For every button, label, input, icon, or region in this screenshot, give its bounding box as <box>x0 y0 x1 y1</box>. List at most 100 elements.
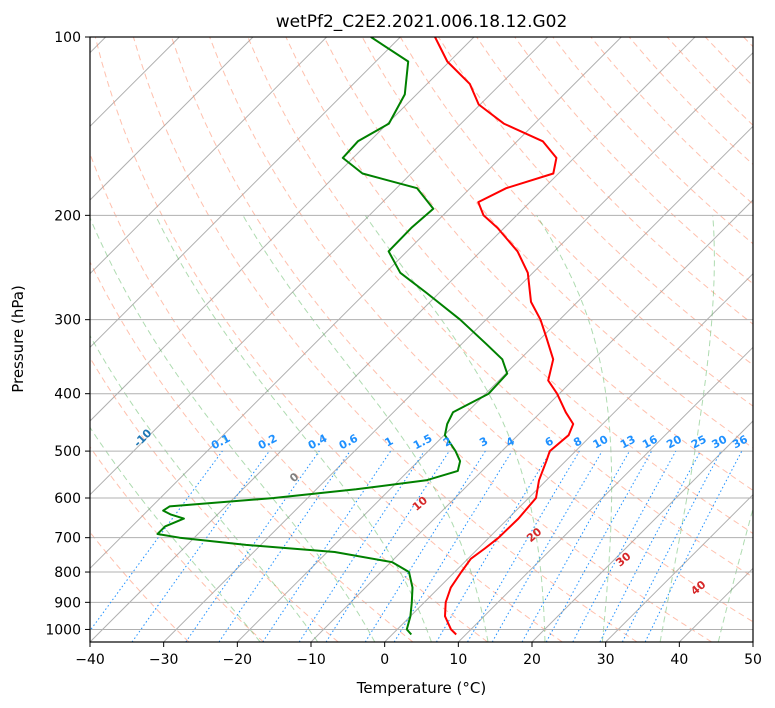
isotherm-line <box>236 125 753 642</box>
x-tick-label: 50 <box>744 652 762 668</box>
dry-adiabat-line <box>323 37 753 491</box>
profile-series <box>156 37 575 636</box>
moist-adiabat-line <box>90 334 319 642</box>
dry-adiabat-line <box>590 37 753 205</box>
mixing-ratio-line <box>599 450 701 642</box>
mixing-ratio-line <box>218 450 351 642</box>
temperature-profile-line <box>434 37 575 636</box>
isotherm-line <box>90 37 401 349</box>
mixing-ratio-label: 16 <box>640 433 660 452</box>
isotherm-line <box>90 37 549 496</box>
x-tick-label: −40 <box>75 652 105 668</box>
dry-adiabat-line <box>514 37 753 285</box>
y-tick-label: 300 <box>54 313 81 329</box>
isotherm-line <box>605 493 753 642</box>
mixing-ratio-line <box>435 450 552 642</box>
chart-title: wetPf2_C2E2.2021.006.18.12.G02 <box>276 12 568 32</box>
x-tick-label: −30 <box>149 652 179 668</box>
mixing-ratio-label: 30 <box>710 433 730 452</box>
y-tick-label: 200 <box>54 208 81 224</box>
x-tick-label: 0 <box>380 652 389 668</box>
moist-adiabat-line <box>242 215 489 642</box>
dry-adiabat-line <box>704 37 753 87</box>
y-tick-label: 1000 <box>45 622 81 638</box>
pressure-gridlines <box>90 37 753 630</box>
mixing-ratio-label: 3 <box>477 434 490 449</box>
mixing-ratio-label: 0.1 <box>209 432 232 453</box>
dry-adiabat-line <box>476 37 753 325</box>
isotherm-line <box>531 420 753 642</box>
isotherm-line <box>457 346 753 642</box>
y-tick-label: 400 <box>54 387 81 403</box>
moist-adiabat-label: 20 <box>524 525 544 545</box>
y-tick-label: 600 <box>54 491 81 507</box>
mixing-ratio-line <box>262 450 392 642</box>
moist-adiabat-label: 30 <box>614 549 634 569</box>
y-tick-label: 100 <box>54 30 81 46</box>
y-tick-label: 700 <box>54 531 81 547</box>
background-lines <box>90 37 753 642</box>
mixing-ratio-label: 10 <box>591 433 611 452</box>
dewpoint-profile-line <box>156 37 509 636</box>
dry-adiabat-line <box>94 37 563 642</box>
isotherm-line <box>90 37 328 275</box>
x-tick-label: 40 <box>670 652 688 668</box>
moist-adiabat-line <box>364 215 546 642</box>
moist-adiabat-label: 40 <box>688 578 708 598</box>
mixing-ratio-label: 20 <box>664 433 684 452</box>
x-tick-label: 30 <box>597 652 615 668</box>
mixing-ratio-label: 1.5 <box>411 432 434 453</box>
isotherm-line <box>90 37 254 201</box>
dry-adiabat-line <box>285 37 753 535</box>
mixing-ratio-line <box>572 450 677 642</box>
dry-adiabat-line <box>132 37 638 642</box>
dry-adiabat-line <box>90 260 414 642</box>
dry-adiabat-line <box>90 152 488 642</box>
y-tick-label: 500 <box>54 444 81 460</box>
moist-adiabat-line <box>90 426 261 642</box>
y-axis-label: Pressure (hPa) <box>9 285 27 393</box>
y-tick-label: 800 <box>54 565 81 581</box>
moist-adiabat-label: 0 <box>287 470 301 485</box>
mixing-ratio-label: 0.4 <box>306 432 330 453</box>
mixing-ratio-line <box>131 450 270 642</box>
mixing-ratio-line <box>521 450 630 642</box>
moist-adiabat-line <box>90 216 376 642</box>
mixing-ratio-label: 1 <box>383 434 396 449</box>
isotherm-line <box>752 641 753 642</box>
mixing-ratio-line <box>298 450 425 642</box>
dry-adiabat-line <box>90 446 264 642</box>
mixing-ratio-lines <box>90 450 743 642</box>
isotherm-line <box>163 51 753 642</box>
y-axis-ticks: 100 200 300 400 500 600 700 800 900 1000 <box>45 30 90 638</box>
mixing-ratio-label: 0.2 <box>256 432 279 453</box>
dry-adiabat-line <box>90 356 339 642</box>
dry-adiabat-line <box>666 37 753 126</box>
plot-frame <box>89 36 754 643</box>
x-axis-ticks: −40 −30 −20 −10 0 10 20 30 40 50 <box>75 642 762 668</box>
isotherm-line <box>678 567 753 642</box>
moist-adiabat-line <box>717 507 753 642</box>
mixing-ratio-line <box>644 450 743 642</box>
dry-adiabat-line <box>171 37 712 642</box>
x-axis-label: Temperature (°C) <box>356 679 486 697</box>
x-tick-label: 10 <box>449 652 467 668</box>
mixing-ratio-label: 8 <box>571 434 584 449</box>
isotherm-line <box>90 37 475 422</box>
mixing-ratio-label: 13 <box>618 433 638 452</box>
moist-adiabat-line <box>659 215 715 642</box>
mixing-ratio-line <box>545 450 653 642</box>
mixing-ratio-label: 36 <box>730 433 750 452</box>
dry-adiabat-line <box>743 37 753 48</box>
mixing-ratio-line <box>393 450 513 642</box>
mixing-ratio-line <box>325 450 450 642</box>
moist-adiabat-line <box>154 215 432 642</box>
dry-adiabat-line <box>437 37 753 366</box>
moist-adiabat-line <box>536 215 613 642</box>
mixing-ratio-line <box>185 450 320 642</box>
dry-adiabat-line <box>209 37 753 623</box>
moist-adiabat-label: 10 <box>410 494 430 514</box>
y-tick-label: 900 <box>54 595 81 611</box>
x-tick-label: −10 <box>296 652 326 668</box>
